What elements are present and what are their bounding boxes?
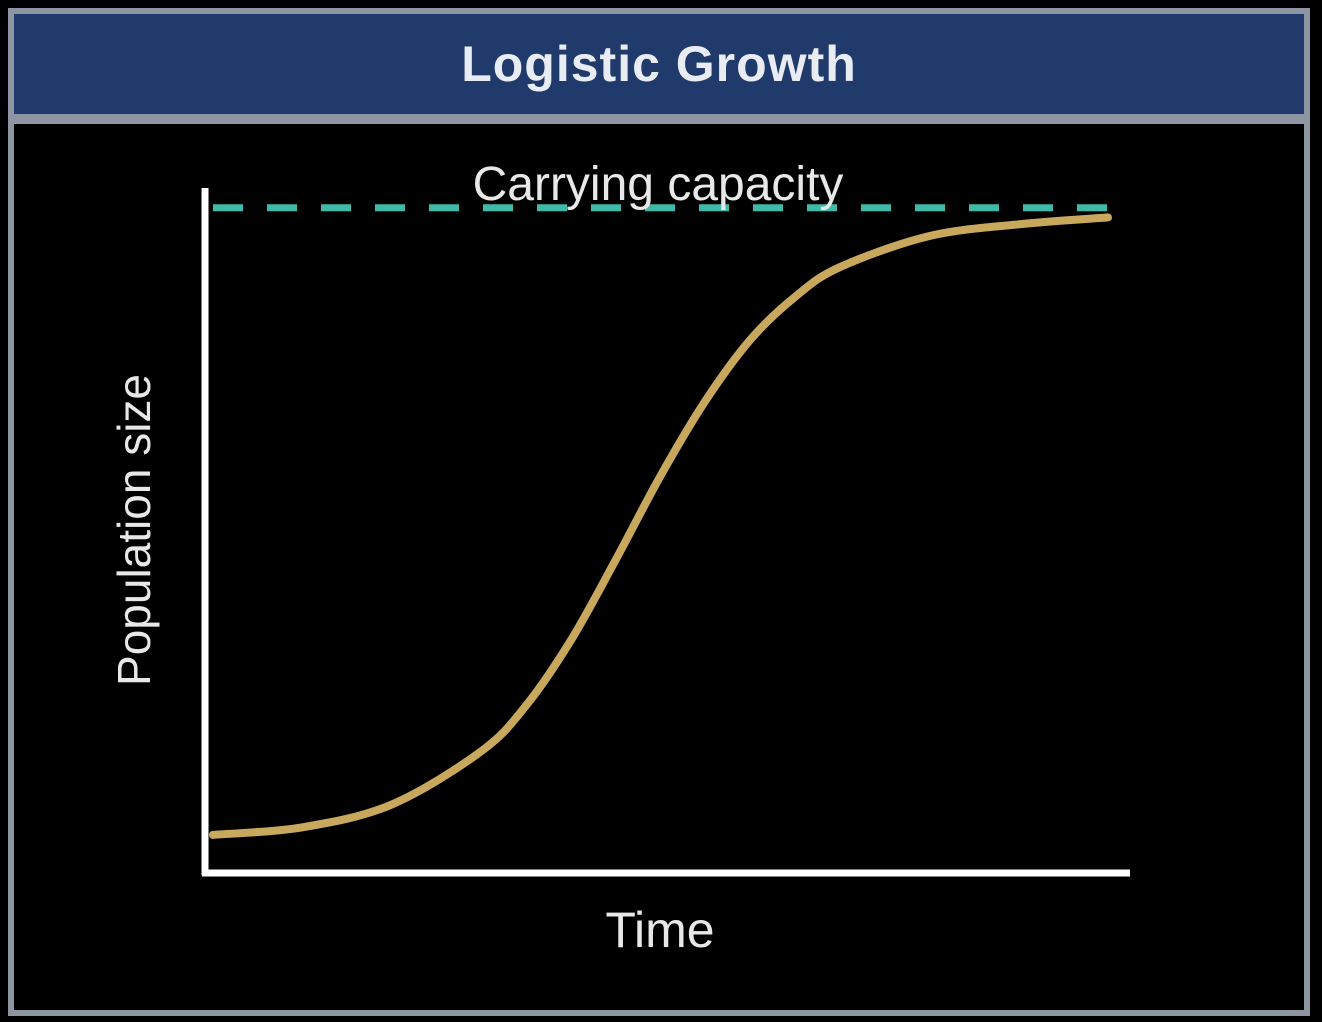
series-line-0: [209, 213, 1112, 839]
title-divider: [14, 114, 1304, 124]
y-axis-label: Population size: [108, 374, 160, 686]
plot-area: [209, 204, 1112, 839]
chart-frame: [8, 8, 1310, 1016]
title-bar: Logistic Growth: [14, 14, 1304, 114]
chart-title: Logistic Growth: [461, 36, 857, 92]
x-axis-label: Time: [605, 902, 714, 958]
carrying-capacity-label: Carrying capacity: [473, 158, 844, 211]
